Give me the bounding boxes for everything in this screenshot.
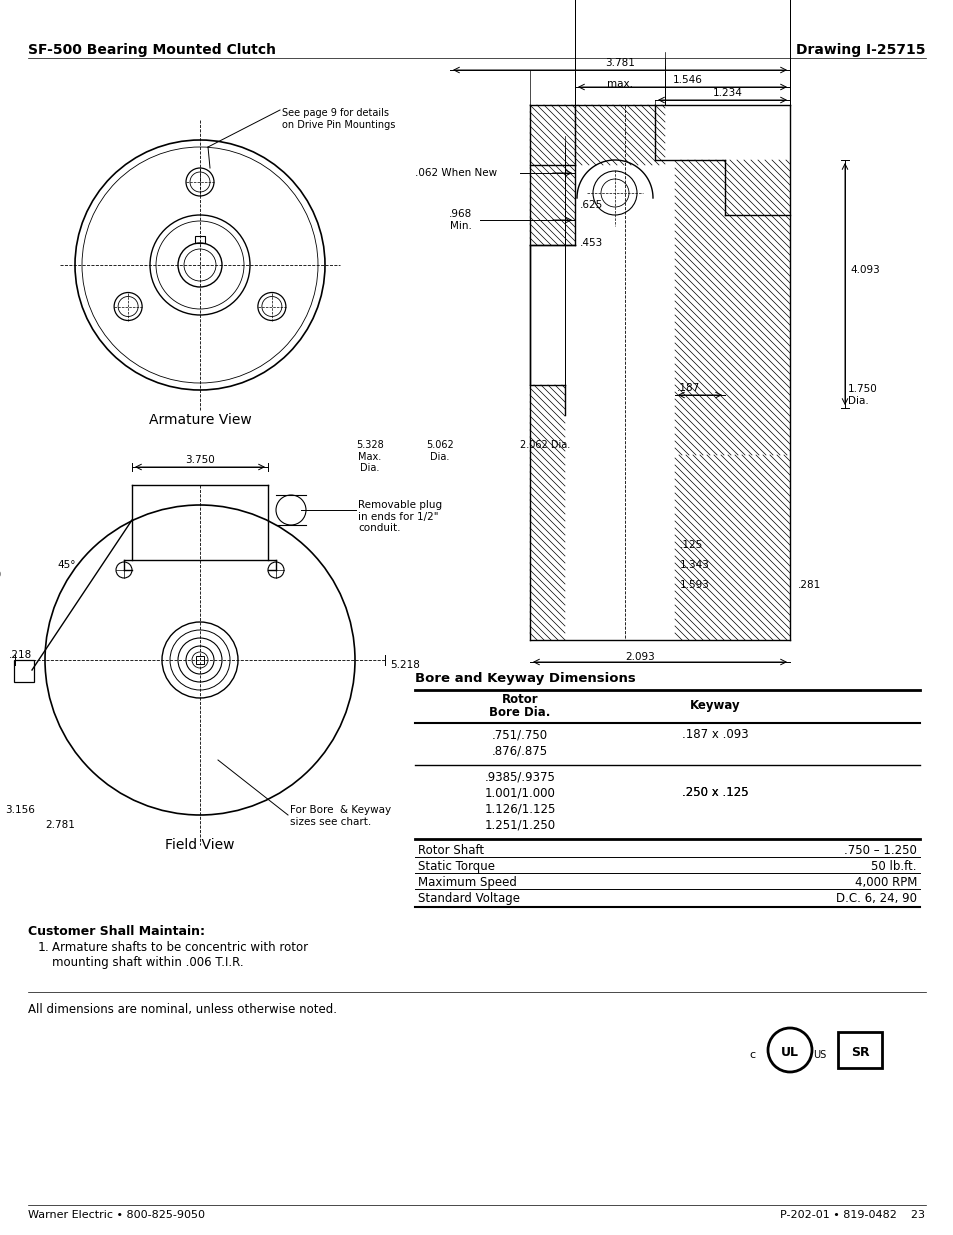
Text: 5.328
Max.
Dia.: 5.328 Max. Dia. xyxy=(355,440,383,473)
Text: 5.218: 5.218 xyxy=(390,659,419,671)
Text: 45°: 45° xyxy=(57,559,75,571)
Text: c: c xyxy=(748,1050,754,1060)
Text: Maximum Speed: Maximum Speed xyxy=(417,876,517,889)
Text: 2.093: 2.093 xyxy=(624,652,654,662)
Text: See page 9 for details
on Drive Pin Mountings: See page 9 for details on Drive Pin Moun… xyxy=(282,107,395,130)
Text: 1.126/1.125: 1.126/1.125 xyxy=(484,802,555,815)
Text: 5.062
Dia.: 5.062 Dia. xyxy=(426,440,454,462)
Text: .968
Min.: .968 Min. xyxy=(448,209,472,231)
Text: Bore Dia.: Bore Dia. xyxy=(489,706,550,719)
Text: 3.156: 3.156 xyxy=(5,805,35,815)
Text: max.: max. xyxy=(606,79,633,89)
Text: .750 – 1.250: .750 – 1.250 xyxy=(843,844,916,857)
Text: 1.593: 1.593 xyxy=(679,580,709,590)
Text: 4,000 RPM: 4,000 RPM xyxy=(854,876,916,889)
Text: US: US xyxy=(813,1050,825,1060)
Text: .750: .750 xyxy=(0,571,2,580)
Text: Customer Shall Maintain:: Customer Shall Maintain: xyxy=(28,925,205,939)
Text: 1.343: 1.343 xyxy=(679,559,709,571)
Text: 50 lb.ft.: 50 lb.ft. xyxy=(871,860,916,873)
Text: .250 x .125: .250 x .125 xyxy=(681,785,747,799)
Text: .751/.750: .751/.750 xyxy=(492,727,547,741)
Text: Rotor Shaft: Rotor Shaft xyxy=(417,844,483,857)
Text: 3.781: 3.781 xyxy=(604,58,635,68)
Text: Warner Electric • 800-825-9050: Warner Electric • 800-825-9050 xyxy=(28,1210,205,1220)
Text: .062 When New: .062 When New xyxy=(415,168,497,178)
Text: D.C. 6, 24, 90: D.C. 6, 24, 90 xyxy=(835,892,916,905)
Text: .187 x .093: .187 x .093 xyxy=(681,727,747,741)
Text: .187: .187 xyxy=(677,383,700,393)
Text: 1.251/1.250: 1.251/1.250 xyxy=(484,818,555,831)
Text: .125: .125 xyxy=(679,540,702,550)
Text: For Bore  & Keyway
sizes see chart.: For Bore & Keyway sizes see chart. xyxy=(290,805,391,826)
Text: Rotor: Rotor xyxy=(501,693,537,706)
Bar xyxy=(194,236,205,243)
Text: SR: SR xyxy=(850,1046,868,1060)
Text: .876/.875: .876/.875 xyxy=(492,743,547,757)
Text: Field View: Field View xyxy=(165,839,234,852)
Text: Standard Voltage: Standard Voltage xyxy=(417,892,519,905)
Text: .625: .625 xyxy=(579,200,602,210)
Text: Armature View: Armature View xyxy=(149,412,251,427)
Text: UL: UL xyxy=(781,1046,799,1060)
Text: .281: .281 xyxy=(797,580,821,590)
Text: Removable plug
in ends for 1/2"
conduit.: Removable plug in ends for 1/2" conduit. xyxy=(357,500,441,534)
Text: .250 x .125: .250 x .125 xyxy=(681,785,747,799)
Text: Drawing I-25715: Drawing I-25715 xyxy=(796,43,925,57)
Text: SF-500 Bearing Mounted Clutch: SF-500 Bearing Mounted Clutch xyxy=(28,43,275,57)
Text: 1.001/1.000: 1.001/1.000 xyxy=(484,785,555,799)
Text: .453: .453 xyxy=(579,238,602,248)
Text: .9385/.9375: .9385/.9375 xyxy=(484,769,555,783)
Text: 3.750: 3.750 xyxy=(185,454,214,466)
Text: 1.750
Dia.: 1.750 Dia. xyxy=(847,384,877,406)
Bar xyxy=(837,1032,882,1068)
Text: P-202-01 • 819-0482    23: P-202-01 • 819-0482 23 xyxy=(780,1210,924,1220)
Text: Armature shafts to be concentric with rotor
mounting shaft within .006 T.I.R.: Armature shafts to be concentric with ro… xyxy=(52,941,308,969)
Text: 1.546: 1.546 xyxy=(672,75,701,85)
Text: Static Torque: Static Torque xyxy=(417,860,495,873)
Text: 4.093: 4.093 xyxy=(849,266,879,275)
Text: .218: .218 xyxy=(9,650,32,659)
Text: All dimensions are nominal, unless otherwise noted.: All dimensions are nominal, unless other… xyxy=(28,1003,336,1016)
Text: 1.: 1. xyxy=(38,941,50,953)
Text: Bore and Keyway Dimensions: Bore and Keyway Dimensions xyxy=(415,672,635,685)
Text: 2.781: 2.781 xyxy=(45,820,74,830)
Text: 2.062 Dia.: 2.062 Dia. xyxy=(519,440,570,450)
Text: Keyway: Keyway xyxy=(689,699,740,713)
Text: 1.234: 1.234 xyxy=(712,88,741,98)
Bar xyxy=(195,656,204,664)
Bar xyxy=(14,659,34,682)
